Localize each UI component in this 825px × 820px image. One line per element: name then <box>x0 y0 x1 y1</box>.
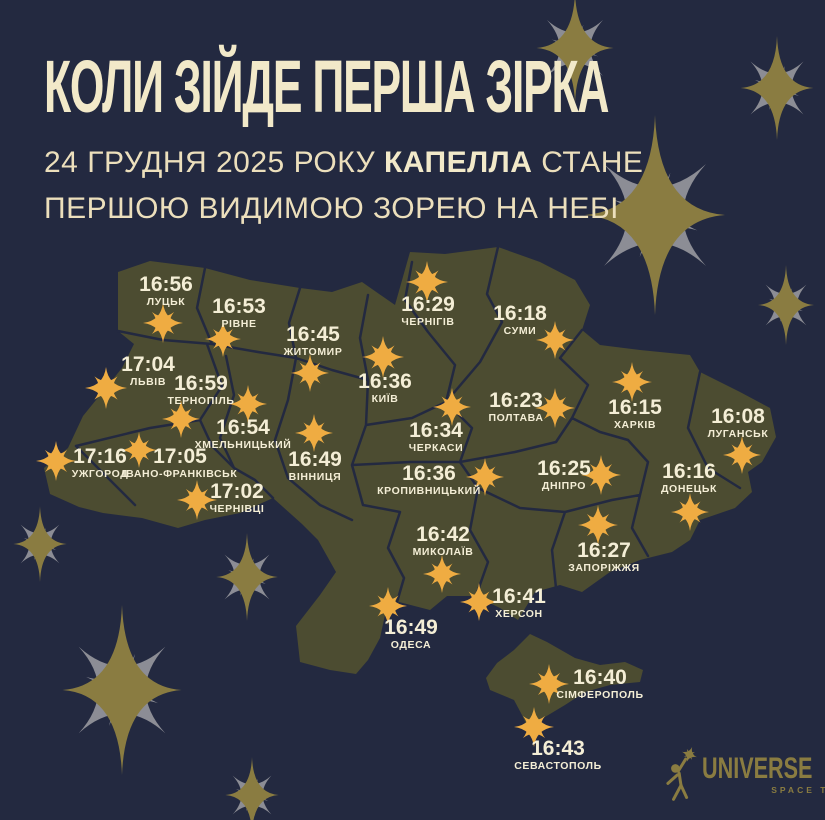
city-label-khmelnytskyi: 16:54 ХМЕЛЬНИЦЬКИЙ <box>194 416 292 452</box>
city-name: ІВАНО-ФРАНКІВСЬК <box>122 468 238 480</box>
city-label-kharkiv: 16:15 ХАРКІВ <box>608 396 662 432</box>
city-label-simferopol: 16:40 СІМФЕРОПОЛЬ <box>556 666 644 702</box>
city-time: 17:16 <box>73 445 127 468</box>
city-name: СІМФЕРОПОЛЬ <box>556 689 644 701</box>
city-time: 16:56 <box>139 273 193 296</box>
city-name: ЗАПОРІЖЖЯ <box>568 562 640 574</box>
city-label-zaporizhzhia: 16:27 ЗАПОРІЖЖЯ <box>568 539 640 575</box>
subtitle: 24 ГРУДНЯ 2025 РОКУ КАПЕЛЛА СТАНЕ ПЕРШОЮ… <box>44 140 643 232</box>
city-time: 16:27 <box>577 539 631 562</box>
city-name: ОДЕСА <box>390 639 432 651</box>
city-label-vinnytsia: 16:49 ВІННИЦЯ <box>288 448 342 484</box>
city-name: ЧЕРНІГІВ <box>401 316 455 328</box>
logo: UNIVERSE SPACE TECH <box>660 746 825 804</box>
city-time: 16:34 <box>409 419 463 442</box>
city-label-dnipro: 16:25 ДНІПРО <box>537 457 591 493</box>
city-name: ПОЛТАВА <box>488 412 544 424</box>
subtitle-line-1: 24 ГРУДНЯ 2025 РОКУ КАПЕЛЛА СТАНЕ <box>44 140 643 186</box>
city-name: УЖГОРОД <box>71 468 129 480</box>
city-label-kropyvnytskyi: 16:36 КРОПИВНИЦЬКИЙ <box>377 462 481 498</box>
city-time: 16:49 <box>288 448 342 471</box>
logo-figure-icon <box>666 746 700 801</box>
city-time: 16:43 <box>531 737 585 760</box>
city-label-chernihiv: 16:29 ЧЕРНІГІВ <box>401 293 455 329</box>
city-time: 16:25 <box>537 457 591 480</box>
city-star-icon-mykolaiv <box>421 553 463 595</box>
subtitle-line-2: ПЕРШОЮ ВИДИМОЮ ЗОРЕЮ НА НЕБІ <box>44 192 619 225</box>
city-label-cherkasy: 16:34 ЧЕРКАСИ <box>408 419 464 455</box>
city-time: 16:16 <box>662 460 716 483</box>
city-label-rivne: 16:53 РІВНЕ <box>212 295 266 331</box>
city-label-luhansk: 16:08 ЛУГАНСЬК <box>707 405 769 441</box>
page-title: КОЛИ ЗІЙДЕ ПЕРША ЗІРКА <box>44 45 609 128</box>
city-label-ternopil: 16:59 ТЕРНОПІЛЬ <box>167 372 235 408</box>
city-name: КРОПИВНИЦЬКИЙ <box>377 485 481 497</box>
city-label-zhytomyr: 16:45 ЖИТОМИР <box>283 323 343 359</box>
city-time: 16:08 <box>711 405 765 428</box>
city-name: ЛЬВІВ <box>130 376 166 388</box>
city-name: ЖИТОМИР <box>283 346 343 358</box>
subtitle-highlight-capella: КАПЕЛЛА <box>383 146 533 179</box>
city-name: ДОНЕЦЬК <box>660 483 718 495</box>
city-time: 16:23 <box>489 389 543 412</box>
city-label-poltava: 16:23 ПОЛТАВА <box>488 389 544 425</box>
city-name: ЛУГАНСЬК <box>707 428 769 440</box>
city-time: 16:49 <box>384 616 438 639</box>
city-label-donetsk: 16:16 ДОНЕЦЬК <box>660 460 718 496</box>
city-star-icon-luhansk <box>721 434 763 476</box>
city-name: ДНІПРО <box>541 480 587 492</box>
city-name: МИКОЛАЇВ <box>412 546 474 558</box>
city-star-icon-zhytomyr <box>289 352 331 394</box>
city-name: ХАРКІВ <box>613 419 657 431</box>
city-label-lutsk: 16:56 ЛУЦЬК <box>139 273 193 309</box>
city-name: ТЕРНОПІЛЬ <box>167 395 235 407</box>
city-time: 16:53 <box>212 295 266 318</box>
city-name: ВІННИЦЯ <box>288 471 342 483</box>
city-name: ЧЕРНІВЦІ <box>209 503 265 515</box>
city-name: ЧЕРКАСИ <box>408 442 464 454</box>
city-label-chernivtsi: 17:02 ЧЕРНІВЦІ <box>209 480 265 516</box>
city-label-ivano-frankivsk: 17:05 ІВАНО-ФРАНКІВСЬК <box>122 445 238 481</box>
city-label-kyiv: 16:36 КИЇВ <box>358 370 412 406</box>
subtitle-text: СТАНЕ <box>532 146 644 179</box>
city-name: ХЕРСОН <box>495 608 543 620</box>
city-time: 16:45 <box>286 323 340 346</box>
city-name: РІВНЕ <box>221 318 257 330</box>
city-time: 17:05 <box>153 445 207 468</box>
city-name: СУМИ <box>503 325 537 337</box>
city-time: 17:02 <box>210 480 264 503</box>
city-time: 16:42 <box>416 523 470 546</box>
city-time: 16:41 <box>492 585 546 608</box>
city-time: 16:36 <box>402 462 456 485</box>
city-time: 16:36 <box>358 370 412 393</box>
city-label-sumy: 16:18 СУМИ <box>493 302 547 338</box>
city-time: 16:15 <box>608 396 662 419</box>
city-time: 16:59 <box>174 372 228 395</box>
city-name: ХМЕЛЬНИЦЬКИЙ <box>194 439 292 451</box>
city-label-uzhhorod: 17:16 УЖГОРОД <box>71 445 129 481</box>
ukraine-mainland <box>44 247 776 674</box>
city-label-odesa: 16:49 ОДЕСА <box>384 616 438 652</box>
city-name: СЕВАСТОПОЛЬ <box>514 760 602 772</box>
crimea <box>486 634 643 736</box>
city-time: 17:04 <box>121 353 175 376</box>
city-label-sevastopol: 16:43 СЕВАСТОПОЛЬ <box>514 737 602 773</box>
city-label-mykolaiv: 16:42 МИКОЛАЇВ <box>412 523 474 559</box>
city-star-icon-donetsk <box>669 491 711 533</box>
city-label-kherson: 16:41 ХЕРСОН <box>492 585 546 621</box>
city-name: ЛУЦЬК <box>146 296 186 308</box>
city-name: КИЇВ <box>371 393 399 405</box>
city-label-lviv: 17:04 ЛЬВІВ <box>121 353 175 389</box>
oblast-borders <box>74 245 742 604</box>
city-time: 16:40 <box>573 666 627 689</box>
city-time: 16:29 <box>401 293 455 316</box>
logo-brand: UNIVERSE <box>702 752 813 785</box>
city-time: 16:18 <box>493 302 547 325</box>
city-time: 16:54 <box>216 416 270 439</box>
logo-tagline: SPACE TECH <box>771 785 825 795</box>
subtitle-text: 24 ГРУДНЯ 2025 РОКУ <box>44 146 384 179</box>
